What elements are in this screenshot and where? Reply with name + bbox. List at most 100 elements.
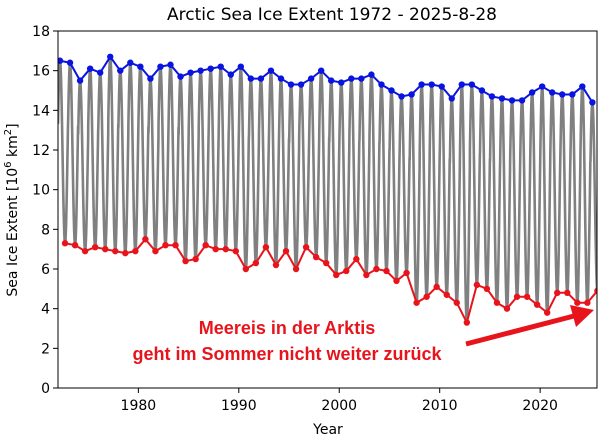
annual-max-point [177, 73, 184, 80]
annual-max-point [307, 75, 315, 82]
annual-max-point [217, 63, 224, 70]
annual-max-point [518, 97, 526, 104]
annual-max-point [508, 97, 516, 104]
annual-min-point [272, 261, 280, 269]
annotation-line-2: geht im Sommer nicht weiter zurück [132, 344, 442, 364]
annual-min-point [81, 247, 89, 255]
y-tick-label: 8 [41, 222, 50, 238]
annual-min-point [574, 299, 581, 306]
annual-max-point [498, 95, 506, 102]
annual-max-point [227, 71, 234, 78]
annual-max-point [107, 53, 114, 60]
x-tick-label: 2010 [422, 398, 458, 414]
annual-min-point [594, 287, 597, 294]
annual-min-point [423, 293, 430, 300]
annual-max-point [58, 57, 64, 64]
annual-max-point [127, 59, 134, 66]
annual-max-point [147, 75, 154, 82]
annual-max-point [187, 69, 194, 76]
annual-min-point [132, 247, 139, 255]
annual-max-point [257, 75, 265, 82]
annual-max-point [167, 61, 174, 68]
x-axis: 1980 1990 2000 2010 2020 [121, 388, 558, 414]
annual-min-point [554, 289, 561, 296]
annual-max-point [438, 83, 445, 90]
annual-min-point [222, 245, 229, 253]
annual-min-point [343, 267, 350, 275]
annual-min-point [61, 240, 69, 247]
annual-min-point [91, 243, 99, 251]
y-axis-label-main: Sea Ice Extent [10 [5, 168, 21, 297]
annual-max-point [478, 87, 486, 94]
annotation-line-1: Meereis in der Arktis [199, 318, 375, 338]
annual-min-point [322, 259, 330, 267]
plot-area [57, 30, 598, 389]
annual-min-point [71, 242, 79, 249]
annual-min-point [282, 247, 290, 255]
annual-min-point [473, 281, 481, 289]
annual-min-point [503, 305, 511, 312]
annual-min-point [232, 247, 239, 255]
annual-min-point [312, 253, 320, 261]
annual-min-point [413, 299, 420, 306]
annual-min-point [152, 247, 159, 255]
annual-min-point [192, 255, 199, 263]
annual-max-point [207, 65, 214, 72]
annual-min-point [443, 291, 450, 298]
annual-max-point [428, 81, 435, 88]
annual-max-point [317, 67, 325, 74]
annual-min-point [202, 242, 209, 249]
annual-min-point [162, 242, 169, 249]
annual-max-point [569, 91, 576, 98]
annual-max-point [589, 99, 596, 106]
y-tick-label: 16 [32, 64, 50, 80]
annual-max-point [76, 77, 84, 84]
annual-min-point [302, 243, 310, 251]
annual-min-point [142, 236, 149, 243]
annual-min-point [252, 259, 260, 267]
annual-max-point [408, 91, 415, 98]
annual-max-point [117, 67, 124, 74]
annual-max-point [297, 81, 305, 88]
y-tick-label: 4 [41, 302, 50, 318]
annual-min-point [383, 267, 390, 275]
annual-max-point [328, 77, 335, 84]
y-axis-label: Sea Ice Extent [106 km2] [3, 123, 21, 296]
y-tick-label: 6 [41, 262, 50, 278]
annotation-arrow-head [570, 305, 594, 327]
annual-min-point [483, 285, 491, 293]
annual-min-point [242, 265, 250, 273]
annual-max-point [458, 81, 465, 88]
annual-max-point [448, 95, 455, 102]
annual-max-point [157, 63, 164, 70]
annual-min-point [102, 245, 109, 253]
x-tick-label: 2020 [522, 398, 558, 414]
y-tick-label: 2 [41, 341, 50, 357]
annual-min-point [403, 269, 410, 277]
annual-max-point [418, 81, 425, 88]
y-tick-label: 10 [32, 183, 50, 199]
annual-min-point [182, 257, 189, 265]
annual-max-point [267, 67, 275, 74]
annual-min-point [122, 249, 129, 257]
annual-max-point [398, 93, 405, 100]
annotation-arrow-shaft [465, 313, 575, 347]
annual-min-point [333, 271, 340, 279]
chart-title: Arctic Sea Ice Extent 1972 - 2025-8-28 [167, 5, 497, 25]
annual-max-point [277, 75, 285, 82]
annual-min-point [463, 319, 471, 326]
y-tick-label: 18 [32, 24, 50, 40]
annual-min-point [493, 299, 501, 306]
annual-min-point [172, 242, 179, 249]
annual-min-point [533, 301, 541, 308]
annual-min-point [353, 255, 360, 263]
y-axis-label-mid: km [5, 135, 21, 161]
annual-min-point [363, 271, 370, 279]
annual-min-point [433, 283, 440, 291]
annual-min-point [393, 277, 400, 285]
y-tick-label: 12 [32, 143, 50, 159]
annual-min-point [292, 265, 300, 273]
annual-min-point [112, 247, 119, 255]
annual-min-point [262, 243, 270, 251]
